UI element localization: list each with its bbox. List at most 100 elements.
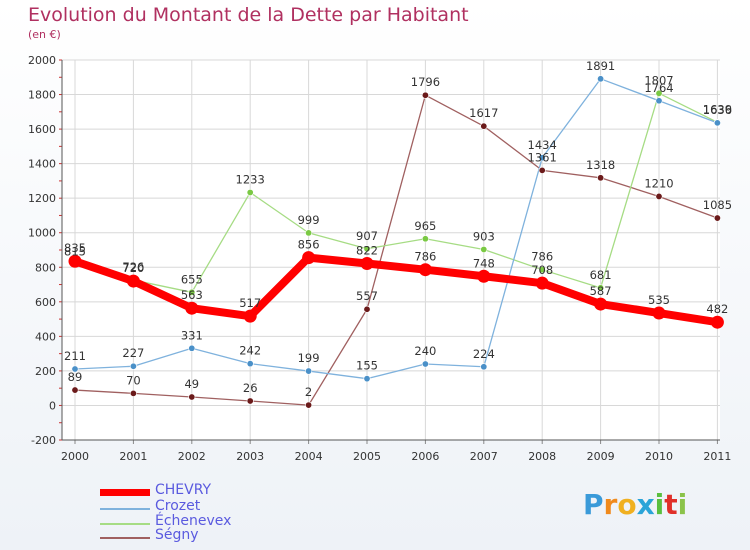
data-point-segny (713, 214, 721, 222)
data-point-chevry (68, 254, 82, 268)
y-tick-label: -200 (31, 434, 56, 447)
data-label-crozet: 1434 (528, 138, 557, 152)
chart-title: Evolution du Montant de la Dette par Hab… (28, 4, 469, 26)
series-line-echenevex (74, 92, 718, 293)
data-point-echenevex (188, 288, 196, 296)
data-point-segny (480, 122, 488, 130)
data-label-echenevex: 903 (473, 229, 495, 243)
data-point-segny (71, 386, 79, 394)
data-point-crozet (246, 360, 254, 368)
x-tick-label: 2010 (645, 450, 673, 463)
data-point-segny (188, 393, 196, 401)
x-tick-label: 2006 (411, 450, 439, 463)
y-tick-label: 400 (35, 330, 56, 343)
data-label-echenevex: 965 (414, 219, 436, 233)
data-label-chevry: 587 (590, 284, 612, 298)
data-point-crozet (713, 119, 721, 127)
data-point-segny (538, 166, 546, 174)
legend-label: Crozet (155, 498, 201, 514)
x-tick-label: 2003 (236, 450, 264, 463)
data-label-chevry: 720 (122, 261, 144, 275)
data-label-segny: 1210 (644, 176, 673, 190)
data-label-echenevex: 1807 (644, 73, 673, 87)
x-tick-label: 2004 (295, 450, 323, 463)
data-label-segny: 2 (305, 385, 312, 399)
data-label-segny: 1361 (528, 150, 557, 164)
data-point-chevry (710, 315, 724, 329)
data-label-echenevex: 1639 (703, 102, 732, 116)
data-point-segny (129, 389, 137, 397)
legend-swatch (100, 537, 150, 539)
data-label-chevry: 835 (64, 241, 86, 255)
data-label-chevry: 708 (531, 263, 553, 277)
data-label-chevry: 535 (648, 293, 670, 307)
data-point-segny (597, 174, 605, 182)
logo-letter: x (636, 488, 655, 521)
y-tick-label: 2000 (28, 54, 56, 67)
legend-item-echenevex: Échenevex (100, 513, 320, 532)
legend-swatch (100, 523, 150, 525)
data-point-echenevex (246, 188, 254, 196)
x-tick-label: 2002 (178, 450, 206, 463)
data-point-echenevex (538, 266, 546, 274)
logo-letter: P (583, 488, 604, 521)
y-tick-label: 600 (35, 296, 56, 309)
series-lines (73, 78, 719, 406)
data-point-chevry (185, 301, 199, 315)
data-point-crozet (655, 97, 663, 105)
legend-item-crozet: Crozet (100, 498, 320, 517)
data-label-echenevex: 999 (298, 213, 320, 227)
data-label-crozet: 242 (239, 344, 261, 358)
legend-label: Échenevex (155, 513, 232, 529)
data-label-segny: 70 (126, 373, 141, 387)
y-tick-label: 1400 (28, 158, 56, 171)
data-point-segny (421, 91, 429, 99)
data-point-echenevex (597, 284, 605, 292)
data-point-crozet (305, 367, 313, 375)
data-point-chevry (594, 297, 608, 311)
legend-label: Ségny (155, 527, 199, 543)
x-tick-label: 2005 (353, 450, 381, 463)
logo-letter: o (617, 488, 637, 521)
series-points (68, 75, 724, 409)
data-label-segny: 1617 (469, 106, 498, 120)
data-label-echenevex: 681 (590, 268, 612, 282)
data-label-echenevex: 786 (531, 250, 553, 264)
data-label-segny: 557 (356, 289, 378, 303)
data-point-crozet (421, 360, 429, 368)
logo-letter: t (664, 488, 678, 521)
data-point-chevry (126, 274, 140, 288)
data-point-segny (655, 192, 663, 200)
data-label-echenevex: 815 (64, 245, 86, 259)
logo-letter: r (603, 488, 618, 521)
proxiti-logo: Proxiti (583, 488, 687, 521)
grid-lines (62, 59, 720, 441)
data-label-segny: 1796 (411, 75, 440, 89)
y-tick-label: 1200 (28, 192, 56, 205)
data-point-chevry (418, 263, 432, 277)
data-point-chevry (360, 256, 374, 270)
data-label-echenevex: 655 (181, 272, 203, 286)
data-label-chevry: 563 (181, 288, 203, 302)
data-label-chevry: 482 (706, 302, 728, 316)
data-label-chevry: 856 (298, 238, 320, 252)
data-label-segny: 1318 (586, 158, 615, 172)
axes: -200 0 200 400 600 800 1000 1200 1400 1600 1800 200… (28, 54, 731, 463)
data-label-crozet: 224 (473, 347, 495, 361)
data-point-crozet (188, 344, 196, 352)
x-tick-label: 2011 (703, 450, 731, 463)
legend-swatch (100, 489, 150, 496)
data-label-crozet: 199 (298, 351, 320, 365)
data-label-crozet: 331 (181, 328, 203, 342)
data-label-segny: 49 (184, 377, 199, 391)
logo-letter: i (677, 488, 688, 521)
data-label-crozet: 1764 (644, 81, 673, 95)
data-label-segny: 26 (243, 381, 258, 395)
series-line-chevry (73, 253, 719, 327)
data-point-crozet (538, 154, 546, 162)
data-point-chevry (302, 251, 316, 265)
data-point-echenevex (655, 89, 663, 97)
x-tick-label: 2009 (587, 450, 615, 463)
